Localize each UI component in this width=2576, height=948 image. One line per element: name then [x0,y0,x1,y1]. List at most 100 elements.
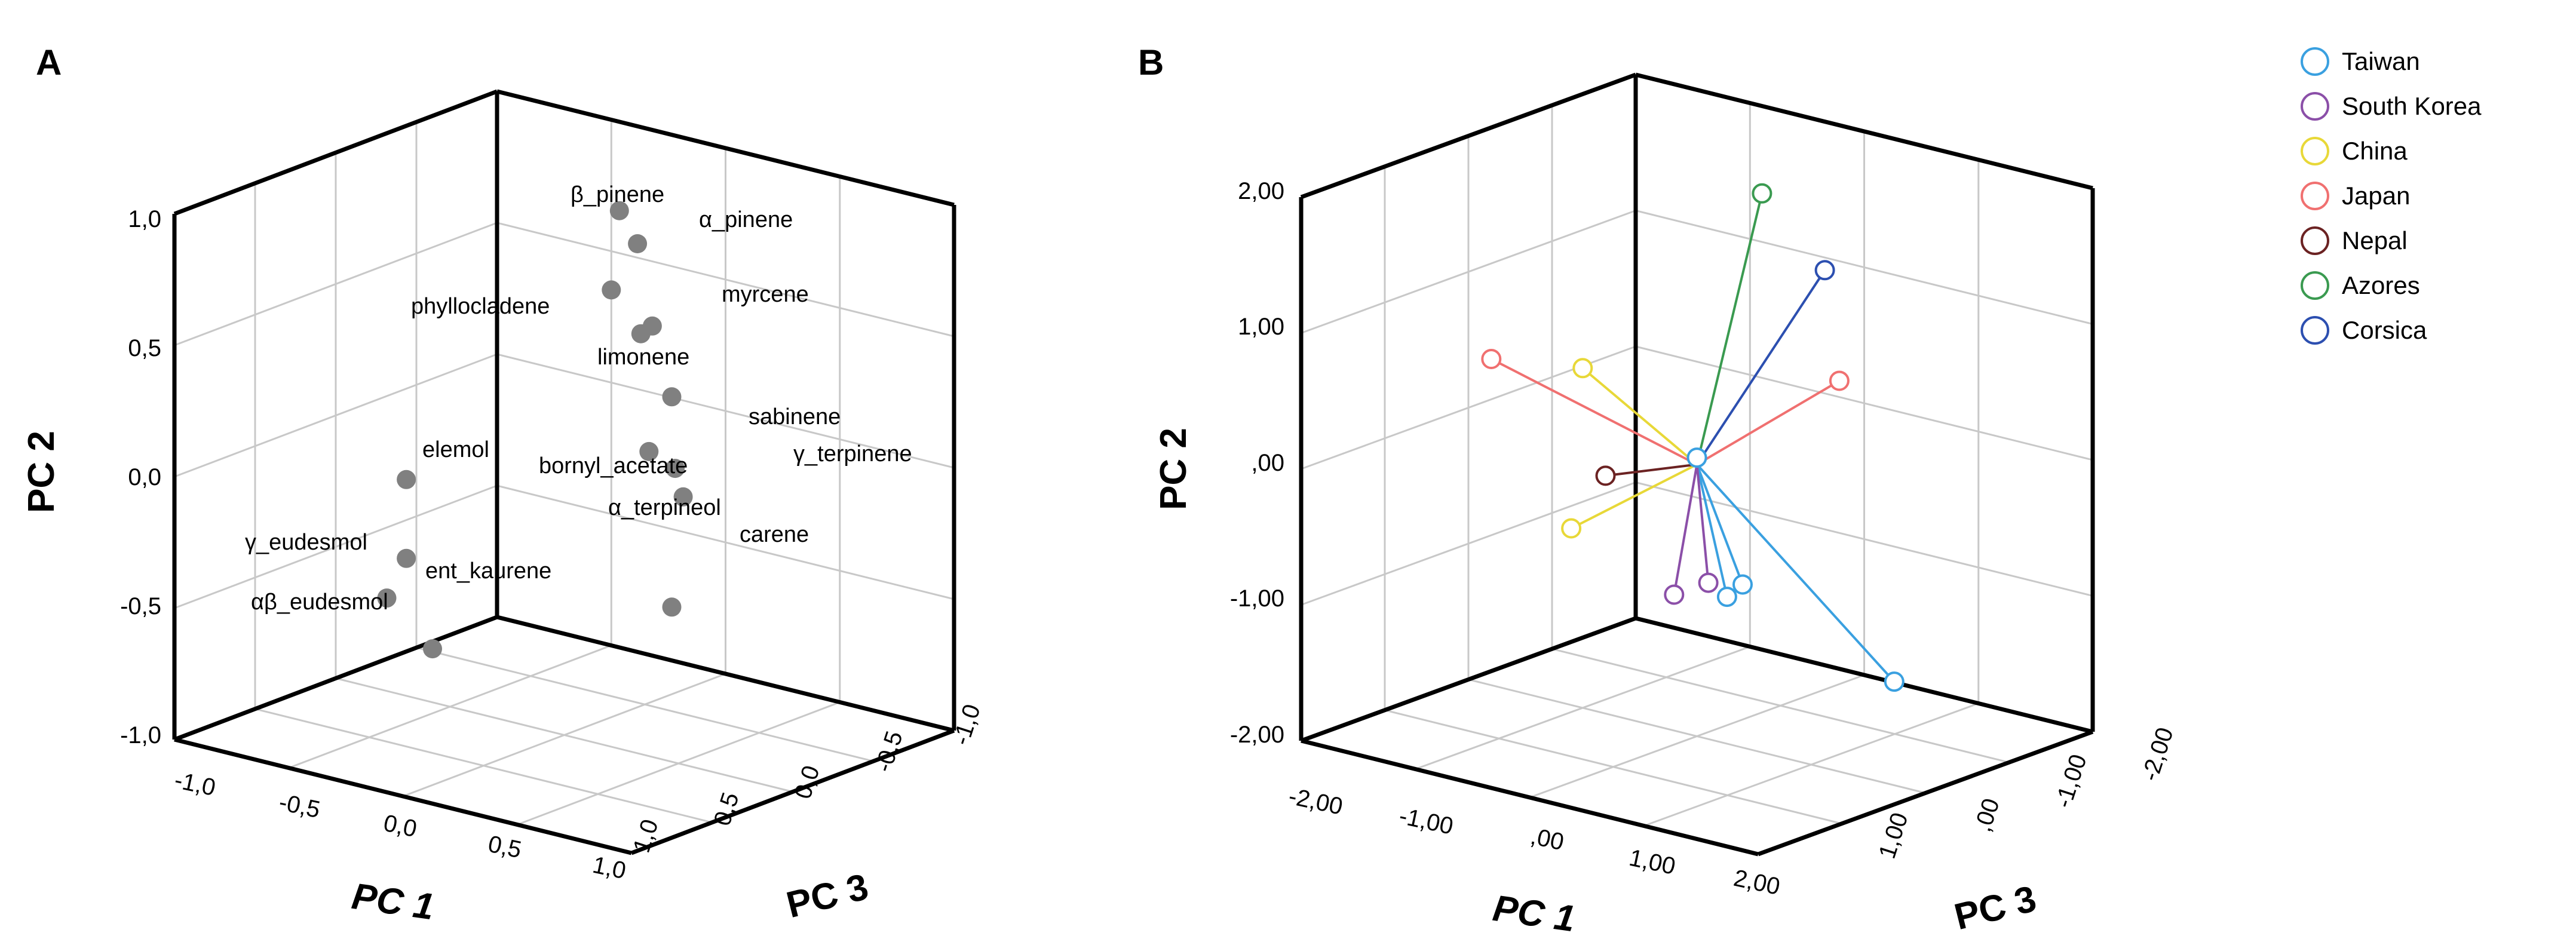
panel-b-box-edge [1757,729,2094,857]
data-point [1481,349,1502,369]
data-point [1561,518,1582,539]
panel-a-y-tick: 0,5 [128,335,161,361]
panel-a-grid [174,119,955,826]
panel-a-y-tick: 1,0 [128,206,161,232]
panel-a-gridline [174,222,498,346]
legend-marker-china [2301,137,2329,165]
panel-a-gridline [174,484,498,609]
data-point [662,597,682,617]
panel-a-y-tick: -0,5 [120,593,161,619]
point-label-ent-kaurene: ent_kaurene [425,559,551,584]
panel-a-box-edge [496,89,955,207]
legend-item-corsica[interactable]: Corsica [2301,316,2427,345]
panel-a-z-tick: 1,0 [628,816,664,855]
data-point [1698,572,1719,593]
panel-b-points [1481,183,1905,692]
panel-a-box-edge [174,737,632,855]
panel-b-box [1299,72,2095,857]
point-label-ab-eudesmol: αβ_eudesmol [251,590,388,615]
data-point [1752,183,1772,204]
data-point [1572,358,1593,379]
panel-b-z-title: PC 3 [1951,878,2040,938]
legend-item-china[interactable]: China [2301,137,2408,165]
panel-a-gridline [335,677,793,793]
legend-marker-corsica [2301,316,2329,345]
data-point [377,588,397,608]
spoke-line [1696,464,1896,683]
panel-b-gridline [1301,210,1636,334]
legend-label-south-korea: South Korea [2342,92,2482,120]
panel-a-z-tick: 0,5 [709,789,744,829]
panel-a-gridline [254,708,713,824]
panel-b-gridline [1468,679,1926,794]
panel-a-gridline [416,646,874,762]
panel-b: B 2,00 1,00 ,00 -1,00 -2,00 -2,00 -1,00 … [1138,42,2482,940]
panel-b-y-title: PC 2 [1153,428,1194,510]
panel-a-y-tick: -1,0 [120,722,161,748]
panel-a-z-tick: -0,5 [870,728,908,775]
data-point [662,387,682,407]
panel-b-y-tick: -2,00 [1230,722,1284,748]
panel-b-gridline [1301,481,1636,606]
spoke-line [1695,193,1764,465]
panel-b-box-edge [1635,72,2093,191]
spoke-line [1695,269,1826,465]
data-point [631,324,651,343]
panel-a-x-tick: 0,0 [381,810,419,843]
data-point [1829,370,1850,391]
data-point [673,487,693,507]
legend-item-azores[interactable]: Azores [2301,271,2420,300]
panel-a-x-tick: 0,5 [486,831,524,864]
legend-marker-taiwan [2301,47,2329,76]
panel-a-x-tick: -0,5 [277,789,323,823]
legend-item-nepal[interactable]: Nepal [2301,226,2408,255]
panel-b-spokes [1491,193,1896,683]
data-point [1884,671,1905,692]
point-label-carene: carene [740,522,809,547]
data-point [1716,587,1737,608]
panel-b-legend: Taiwan South Korea China Japan Nepal Azo… [2301,47,2482,345]
panel-a: A 1,0 0,5 0,0 -0,5 -1,0 -1,0 -0,5 0,0 0,… [21,42,986,928]
point-label-phyllocladene: phyllocladene [411,294,550,319]
data-point [639,441,659,461]
panel-a-x-ticks: -1,0 -0,5 0,0 0,5 1,0 [172,767,628,885]
panel-b-y-tick: 2,00 [1238,178,1284,204]
panel-b-x-tick: -1,00 [1397,803,1455,840]
panel-a-z-title: PC 3 [783,866,872,926]
data-point [397,470,416,489]
panel-b-gridline [1551,648,2010,763]
point-label-gamma-terpinene: γ_terpinene [793,441,912,467]
panel-b-y-tick: 1,00 [1238,314,1284,340]
data-point [609,201,629,220]
panel-a-y-tick: 0,0 [128,464,161,490]
panel-b-x-tick: -2,00 [1286,783,1345,820]
panel-b-box-edge [1300,616,1637,743]
panel-b-x-tick: 1,00 [1627,845,1678,880]
panel-b-z-tick: -1,00 [2050,751,2092,811]
point-label-alpha-terpineol: α_terpineol [608,495,721,520]
data-point [423,639,442,659]
spoke-line [1491,358,1698,466]
spoke-line [1571,463,1698,530]
panel-b-x-title: PC 1 [1491,888,1578,940]
legend-item-taiwan[interactable]: Taiwan [2301,47,2420,76]
point-label-sabinene: sabinene [749,404,841,429]
panel-a-box-edge [173,615,498,742]
panel-a-gridline [496,222,955,338]
spoke-line [1582,367,1698,466]
panel-a-label: A [36,42,62,82]
legend-marker-japan [2301,182,2329,210]
panel-b-label: B [1138,42,1164,82]
spoke-line [1673,464,1698,595]
panel-b-gridline [1384,709,1842,825]
legend-label-nepal: Nepal [2342,226,2408,254]
legend-label-taiwan: Taiwan [2342,47,2420,75]
panel-a-point-labels: β_pinene α_pinene phyllocladene myrcene … [245,182,912,615]
panel-b-z-tick: -2,00 [2137,724,2179,784]
data-point [1732,574,1753,595]
panel-a-x-tick: 1,0 [590,852,628,885]
spoke-line [1695,464,1710,583]
legend-item-japan[interactable]: Japan [2301,182,2410,210]
legend-item-south-korea[interactable]: South Korea [2301,92,2482,121]
